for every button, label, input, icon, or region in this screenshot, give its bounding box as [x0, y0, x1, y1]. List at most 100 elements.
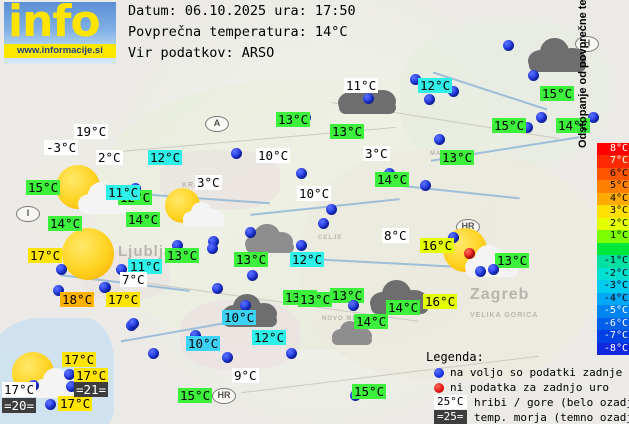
station-temperature-label: 13°C: [276, 112, 311, 127]
station-temperature-label: 13°C: [495, 253, 530, 268]
station-temperature-label: 14°C: [556, 118, 591, 133]
station-dot[interactable]: [348, 300, 359, 311]
station-dot[interactable]: [190, 330, 201, 341]
station-dot[interactable]: [99, 282, 110, 293]
cloud-icon: [243, 221, 295, 254]
station-dot[interactable]: [207, 243, 218, 254]
station-dot[interactable]: [64, 369, 75, 380]
station-dot[interactable]: [448, 232, 459, 243]
station-dot[interactable]: [222, 352, 233, 363]
logo-url-text: www.informacije.si: [17, 45, 103, 56]
station-dot[interactable]: [296, 168, 307, 179]
scale-band: -5°C: [597, 305, 629, 318]
station-temperature-label: 12°C: [290, 252, 325, 267]
scale-band: 8°C: [597, 143, 629, 156]
station-dot[interactable]: [522, 122, 533, 133]
station-dot-no-data[interactable]: [464, 248, 475, 259]
station-temperature-label: 17°C: [62, 352, 97, 367]
scale-band: -1°C: [597, 255, 629, 268]
station-temperature-label: 17°C: [74, 368, 109, 383]
station-dot[interactable]: [448, 86, 459, 97]
station-temperature-label: 19°C: [74, 124, 109, 139]
legend-row-mountain-text: hribi / gore (belo ozadje): [474, 396, 629, 409]
site-logo[interactable]: info www.informacije.si: [4, 2, 116, 64]
station-temperature-label: 17°C: [2, 382, 37, 397]
station-dot[interactable]: [148, 348, 159, 359]
station-temperature-label: 13°C: [298, 292, 333, 307]
station-temperature-label: 10°C: [256, 148, 291, 163]
legend-row-blue: na voljo so podatki zadnje ure: [426, 365, 629, 380]
legend-chip-mountain: 25°C: [434, 395, 467, 409]
station-dot[interactable]: [208, 236, 219, 247]
station-temperature-label: 16°C: [420, 238, 455, 253]
scale-band: -6°C: [597, 317, 629, 331]
station-dot[interactable]: [588, 112, 599, 123]
station-dot[interactable]: [240, 300, 251, 311]
station-dot[interactable]: [116, 264, 127, 275]
station-temperature-label: 13°C: [330, 288, 365, 303]
station-temperature-label: 13°C: [440, 150, 475, 165]
white-cloud-icon: [181, 199, 226, 227]
station-temperature-label: 15°C: [178, 388, 213, 403]
map-place-label: NOVO MESTO: [322, 316, 373, 322]
station-dot[interactable]: [66, 381, 77, 392]
station-dot[interactable]: [231, 148, 242, 159]
temperature-deviation-scale: 8°C 7°C 6°C 5°C 4°C 3°C 2°C 1°C -1°C -2°C -3°C -4°C…: [597, 143, 629, 355]
station-dot[interactable]: [363, 93, 374, 104]
station-temperature-label: 17°C: [58, 396, 93, 411]
station-dot[interactable]: [536, 112, 547, 123]
station-dot[interactable]: [296, 240, 307, 251]
station-dot[interactable]: [245, 227, 256, 238]
station-dot[interactable]: [503, 40, 514, 51]
country-code-marker: I: [16, 206, 40, 222]
legend-row-blue-text: na voljo so podatki zadnje ure: [450, 366, 629, 379]
scale-band: 4°C: [597, 192, 629, 206]
legend-row-red-text: ni podatka za zadnjo uro: [450, 381, 609, 394]
station-dot[interactable]: [326, 204, 337, 215]
country-code-marker: A: [205, 116, 229, 132]
scale-band: -8°C: [597, 342, 629, 355]
station-temperature-label: 11°C: [106, 185, 141, 200]
map-place-label: CELJE: [318, 235, 343, 241]
station-temperature-label: -3°C: [44, 140, 79, 155]
station-dot[interactable]: [53, 285, 64, 296]
station-dot[interactable]: [410, 74, 421, 85]
scale-band: 5°C: [597, 180, 629, 193]
station-dot[interactable]: [128, 318, 139, 329]
station-dot[interactable]: [286, 348, 297, 359]
station-temperature-label: 10°C: [297, 186, 332, 201]
legend-row-mountain: 25°C hribi / gore (belo ozadje): [426, 395, 629, 410]
station-temperature-label: 10°C: [186, 336, 221, 351]
station-dot[interactable]: [172, 240, 183, 251]
scale-band: 6°C: [597, 167, 629, 181]
station-dot[interactable]: [212, 283, 223, 294]
station-dot[interactable]: [247, 270, 258, 281]
header-data-source: Vir podatkov: ARSO: [128, 45, 275, 61]
legend-title: Legenda:: [426, 350, 484, 364]
country-code-marker: H: [575, 36, 599, 52]
station-temperature-label: 14°C: [386, 300, 421, 315]
station-dot[interactable]: [488, 264, 499, 275]
header-average-temperature: Povprečna temperatura: 14°C: [128, 24, 348, 40]
station-temperature-label: 13°C: [330, 124, 365, 139]
legend-row-sea: =25= temp. morja (temno ozadje): [426, 410, 629, 424]
scale-band: -3°C: [597, 280, 629, 293]
sea-temperature-label: =21=: [74, 382, 109, 397]
scale-band: -4°C: [597, 292, 629, 306]
station-dot[interactable]: [424, 94, 435, 105]
station-temperature-label: 15°C: [492, 118, 527, 133]
scale-band: 7°C: [597, 155, 629, 168]
station-dot[interactable]: [434, 134, 445, 145]
station-dot[interactable]: [45, 399, 56, 410]
station-temperature-label: 7°C: [120, 272, 147, 287]
station-dot[interactable]: [528, 70, 539, 81]
station-dot[interactable]: [318, 218, 329, 229]
station-temperature-label: 10°C: [222, 310, 257, 325]
station-dot[interactable]: [56, 264, 67, 275]
station-dot[interactable]: [475, 266, 486, 277]
station-temperature-label: 15°C: [26, 180, 61, 195]
station-temperature-label: 12°C: [148, 150, 183, 165]
station-temperature-label: 13°C: [234, 252, 269, 267]
station-dot[interactable]: [420, 180, 431, 191]
station-temperature-label: 15°C: [540, 86, 575, 101]
